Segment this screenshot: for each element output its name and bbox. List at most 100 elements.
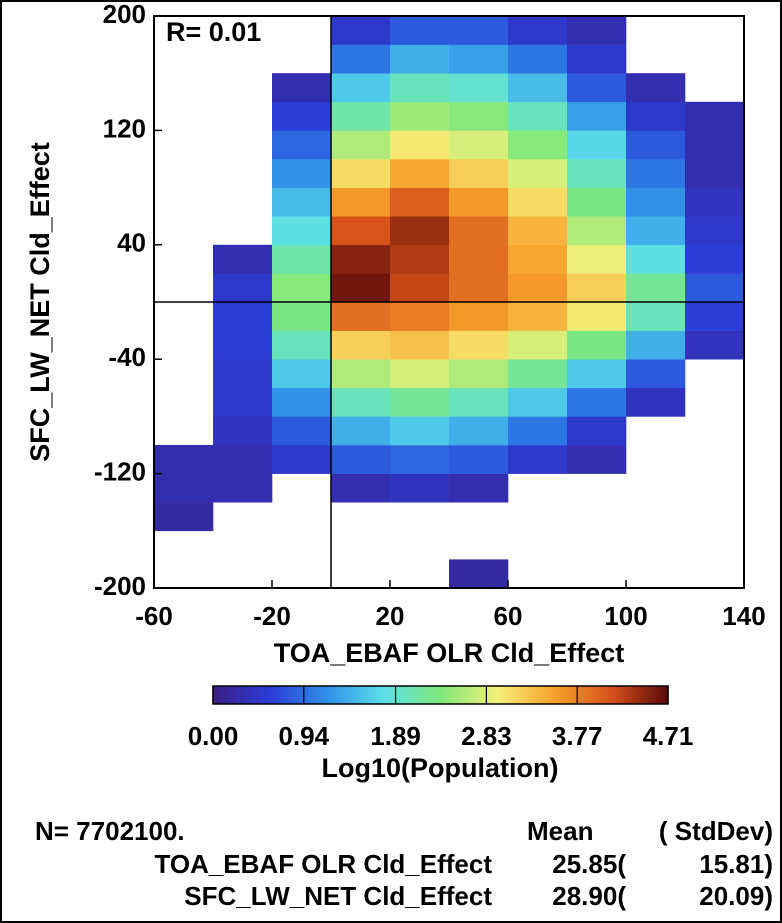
density-cell — [508, 159, 568, 188]
density-cell — [626, 244, 686, 274]
density-cell — [626, 216, 686, 246]
density-cell — [390, 244, 450, 274]
density-cell — [508, 44, 568, 74]
x-tick-label: -20 — [253, 601, 291, 631]
density-cell — [567, 273, 627, 303]
x-tick-label: -60 — [135, 601, 173, 631]
density-cell — [567, 216, 627, 246]
colorbar — [212, 685, 669, 705]
density-cell — [331, 359, 391, 389]
density-cell — [567, 244, 627, 274]
density-cell — [390, 302, 450, 331]
colorbar-tick-label: 2.83 — [461, 721, 512, 751]
stats-mean-header: Mean — [527, 816, 593, 846]
density-cell — [567, 359, 627, 389]
density-cell — [390, 473, 450, 503]
density-cell — [331, 101, 391, 131]
stats-std: 15.81) — [699, 849, 773, 879]
density-cell — [685, 159, 745, 188]
density-cell — [390, 73, 450, 103]
density-cell — [449, 387, 509, 417]
density-cell — [449, 16, 509, 45]
density-cell — [685, 101, 745, 131]
density-cell — [626, 187, 686, 217]
density-cell — [567, 187, 627, 217]
density-cell — [213, 273, 273, 303]
density-cell — [449, 187, 509, 217]
density-cell — [272, 244, 332, 274]
density-cell — [331, 330, 391, 360]
x-tick-label: 20 — [376, 601, 405, 631]
density-cell — [567, 416, 627, 446]
density-cell — [685, 187, 745, 217]
density-cell — [508, 445, 568, 474]
density-cell — [626, 273, 686, 303]
density-cell — [449, 44, 509, 74]
y-tick-label: 200 — [103, 0, 146, 29]
density-cell — [331, 273, 391, 303]
density-cell — [449, 473, 509, 503]
density-cell — [567, 387, 627, 417]
y-tick-label: -200 — [94, 571, 146, 601]
density-cell — [390, 216, 450, 246]
density-cell — [331, 473, 391, 503]
density-cell — [449, 302, 509, 331]
density-cell — [449, 559, 509, 589]
density-cell — [449, 416, 509, 446]
density-cell — [331, 244, 391, 274]
density-cell — [390, 359, 450, 389]
x-tick-label: 100 — [604, 601, 647, 631]
density-cell — [626, 359, 686, 389]
density-cell — [449, 330, 509, 360]
density-cell — [390, 44, 450, 74]
density-cell — [508, 416, 568, 446]
density-cell — [390, 101, 450, 131]
annotation: R= 0.01 — [166, 17, 261, 47]
density-cell — [213, 302, 273, 331]
density-cell — [626, 130, 686, 160]
density-cell — [390, 330, 450, 360]
colorbar-tick-label: 4.71 — [643, 721, 694, 751]
plot-frame — [153, 15, 745, 589]
density-cell — [449, 359, 509, 389]
density-cell — [331, 445, 391, 474]
density-cell — [331, 130, 391, 160]
stats-name: TOA_EBAF OLR Cld_Effect — [154, 849, 492, 879]
y-tick-label: -120 — [94, 456, 146, 486]
density-cell — [685, 330, 745, 360]
density-cell — [567, 130, 627, 160]
density-cell — [154, 502, 214, 532]
density-cell — [449, 445, 509, 474]
density-cell — [331, 416, 391, 446]
density-cell — [213, 387, 273, 417]
colorbar-tick-label: 3.77 — [552, 721, 603, 751]
density-cell — [685, 130, 745, 160]
density-cell — [685, 302, 745, 331]
density-cell — [272, 359, 332, 389]
density-cell — [508, 359, 568, 389]
density-cell — [154, 473, 214, 503]
density-cell — [508, 273, 568, 303]
density-cell — [331, 16, 391, 45]
stats-n: N= 7702100. — [35, 816, 185, 846]
density-cell — [449, 130, 509, 160]
density-cell — [331, 73, 391, 103]
y-tick-label: 40 — [117, 228, 146, 258]
density-cell — [449, 273, 509, 303]
colorbar-tick-label: 0.94 — [279, 721, 330, 751]
density-cell — [390, 130, 450, 160]
density-cell — [213, 244, 273, 274]
density-cell — [567, 445, 627, 474]
stats-mean: 28.90( — [552, 881, 626, 911]
density-cell — [272, 101, 332, 131]
density-cell — [449, 244, 509, 274]
density-cell — [331, 44, 391, 74]
stats-mean: 25.85( — [552, 849, 626, 879]
density-cell — [508, 73, 568, 103]
density-cell — [390, 445, 450, 474]
density-cell — [626, 159, 686, 188]
density-cell — [508, 187, 568, 217]
density-cell — [390, 273, 450, 303]
